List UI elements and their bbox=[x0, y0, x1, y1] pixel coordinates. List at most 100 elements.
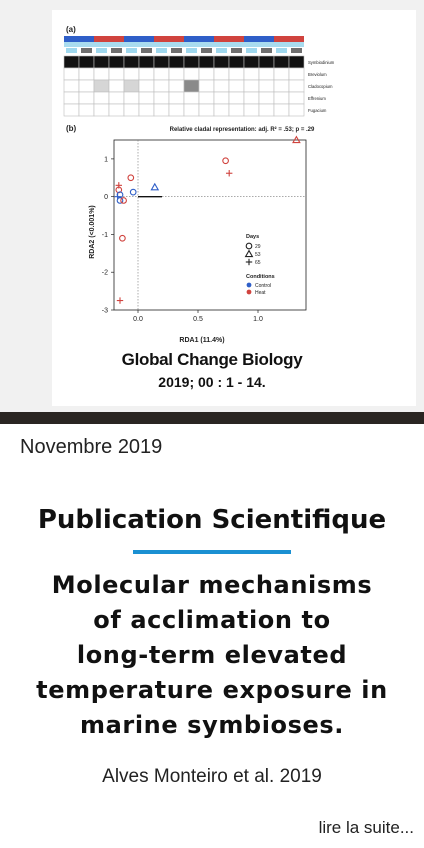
condition-cell bbox=[229, 36, 244, 42]
panel-b-title: Relative cladal representation: adj. R² … bbox=[170, 126, 315, 133]
heatmap-cell bbox=[213, 103, 230, 117]
heatmap-cell bbox=[183, 79, 200, 93]
heatmap-cell bbox=[273, 67, 290, 81]
legend-day-marker bbox=[245, 242, 253, 250]
day-cell bbox=[276, 48, 287, 53]
heatmap-cell bbox=[153, 91, 170, 105]
heatmap-cell bbox=[228, 91, 245, 105]
figure-frame: (a) Symbiodinium Breviolum Cladocopium Effr… bbox=[0, 0, 424, 412]
heatmap-cell bbox=[78, 91, 95, 105]
legend-condition-label: Heat bbox=[255, 290, 266, 296]
heatmap-cell bbox=[108, 91, 125, 105]
heatmap-cell bbox=[138, 55, 155, 69]
heatmap-cell bbox=[123, 55, 140, 69]
article-title[interactable]: Molecular mechanisms of acclimation to l… bbox=[10, 568, 414, 743]
journal-citation: 2019; 00 : 1 - 14. bbox=[158, 374, 266, 390]
heatmap-cell bbox=[258, 79, 275, 93]
heatmap-cell bbox=[183, 55, 200, 69]
y-axis-label: RDA2 (<0.001%) bbox=[89, 205, 96, 259]
heatmap-cell bbox=[243, 91, 260, 105]
heatmap-cell bbox=[153, 67, 170, 81]
heatmap-cell bbox=[258, 103, 275, 117]
heatmap-cell bbox=[63, 79, 80, 93]
heatmap-cell bbox=[228, 55, 245, 69]
legend-condition-label: Control bbox=[255, 283, 271, 289]
heatmap-cell bbox=[213, 55, 230, 69]
panel-b-label: (b) bbox=[66, 124, 77, 133]
day-cell bbox=[81, 48, 92, 53]
heatmap-row-label: Symbiodinium bbox=[308, 60, 335, 65]
day-cell bbox=[201, 48, 212, 53]
heatmap-row-label: Cladocopium bbox=[308, 84, 333, 89]
heatmap-cell bbox=[198, 55, 215, 69]
authors: Alves Monteiro et al. 2019 bbox=[102, 766, 322, 787]
legend-day-label: 53 bbox=[255, 252, 261, 258]
heatmap-cell bbox=[183, 103, 200, 117]
legend-day-label: 29 bbox=[255, 244, 261, 250]
day-cell bbox=[156, 48, 167, 53]
heatmap-cell bbox=[138, 79, 155, 93]
day-cell bbox=[231, 48, 242, 53]
condition-cell bbox=[124, 36, 139, 42]
data-point bbox=[119, 234, 126, 242]
day-cell bbox=[186, 48, 197, 53]
heatmap-cell bbox=[228, 103, 245, 117]
day-cell bbox=[96, 48, 107, 53]
plot-frame bbox=[113, 139, 307, 311]
heatmap-cell bbox=[168, 103, 185, 117]
heatmap-cell bbox=[123, 91, 140, 105]
heatmap-cell bbox=[258, 67, 275, 81]
heatmap-cell bbox=[78, 103, 95, 117]
legend-day-label: 65 bbox=[255, 260, 261, 266]
heatmap-cell bbox=[63, 67, 80, 81]
condition-cell bbox=[109, 36, 124, 42]
read-more-link[interactable]: lire la suite... bbox=[318, 818, 414, 837]
heatmap-cell bbox=[243, 79, 260, 93]
heatmap-cell bbox=[198, 91, 215, 105]
heatmap-cell bbox=[288, 67, 305, 81]
heatmap-cell bbox=[138, 67, 155, 81]
title-line: Molecular mechanisms bbox=[51, 571, 373, 599]
condition-cell bbox=[94, 36, 109, 42]
heatmap-cell bbox=[243, 67, 260, 81]
condition-cell bbox=[79, 36, 94, 42]
data-point bbox=[150, 182, 160, 191]
day-cell bbox=[141, 48, 152, 53]
heatmap-cell bbox=[198, 67, 215, 81]
heatmap-cell bbox=[93, 91, 110, 105]
condition-cell bbox=[139, 36, 154, 42]
heatmap-cell bbox=[108, 103, 125, 117]
heatmap-cell bbox=[258, 91, 275, 105]
heatmap-cell bbox=[243, 103, 260, 117]
x-tick-label: 0.5 bbox=[193, 316, 203, 323]
heatmap-cell bbox=[93, 79, 110, 93]
figure-svg: (a) Symbiodinium Breviolum Cladocopium Effr… bbox=[63, 25, 335, 344]
heatmap-cell bbox=[123, 103, 140, 117]
heatmap-cell bbox=[93, 67, 110, 81]
heatmap-cell bbox=[168, 79, 185, 93]
legend-conditions-title: Conditions bbox=[246, 274, 275, 280]
publication-date: Novembre 2019 bbox=[20, 436, 163, 458]
heatmap-cell bbox=[228, 67, 245, 81]
heatmap-cell bbox=[108, 55, 125, 69]
figure-panel: (a) Symbiodinium Breviolum Cladocopium Effr… bbox=[52, 10, 416, 406]
heatmap-cell bbox=[288, 103, 305, 117]
y-tick-label: 1 bbox=[104, 156, 108, 163]
day-cell bbox=[246, 48, 257, 53]
heatmap-cell bbox=[78, 67, 95, 81]
heatmap-cell bbox=[183, 91, 200, 105]
heatmap-cell bbox=[108, 67, 125, 81]
heatmap-cell bbox=[153, 79, 170, 93]
legend-condition-marker bbox=[246, 289, 252, 295]
legend-condition-marker bbox=[246, 282, 252, 288]
heatmap-cell bbox=[273, 79, 290, 93]
heatmap-cell bbox=[213, 91, 230, 105]
heatmap-cell bbox=[288, 91, 305, 105]
heatmap-cell bbox=[93, 55, 110, 69]
panel-a-label: (a) bbox=[66, 25, 76, 34]
heatmap-cell bbox=[198, 103, 215, 117]
heatmap-cell bbox=[168, 55, 185, 69]
heatmap-row-label: Effrenium bbox=[308, 96, 326, 101]
heatmap-cell bbox=[213, 79, 230, 93]
day-cell bbox=[171, 48, 182, 53]
